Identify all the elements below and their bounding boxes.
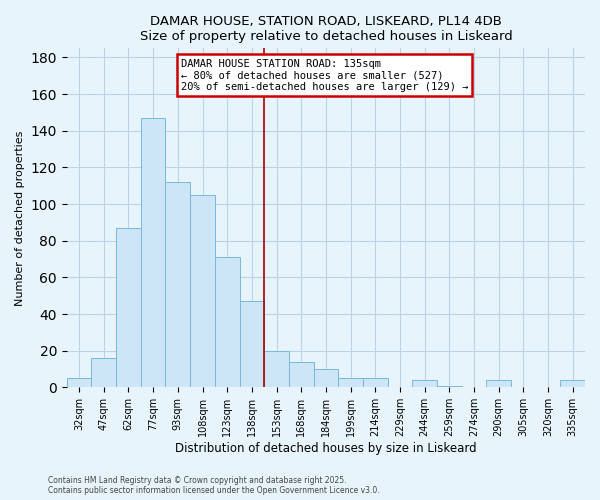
Bar	[239, 301, 264, 388]
Bar	[166, 182, 190, 388]
Bar	[91, 358, 116, 388]
Bar	[363, 378, 388, 388]
Bar	[412, 380, 437, 388]
Bar	[215, 257, 239, 388]
Bar	[289, 362, 314, 388]
Text: DAMAR HOUSE STATION ROAD: 135sqm
← 80% of detached houses are smaller (527)
20% : DAMAR HOUSE STATION ROAD: 135sqm ← 80% o…	[181, 58, 468, 92]
Bar	[67, 378, 91, 388]
Bar	[314, 369, 338, 388]
Bar	[264, 350, 289, 388]
Bar	[116, 228, 141, 388]
Bar	[560, 380, 585, 388]
Y-axis label: Number of detached properties: Number of detached properties	[15, 130, 25, 306]
Bar	[338, 378, 363, 388]
Text: Contains HM Land Registry data © Crown copyright and database right 2025.
Contai: Contains HM Land Registry data © Crown c…	[48, 476, 380, 495]
Bar	[437, 386, 461, 388]
Title: DAMAR HOUSE, STATION ROAD, LISKEARD, PL14 4DB
Size of property relative to detac: DAMAR HOUSE, STATION ROAD, LISKEARD, PL1…	[140, 15, 512, 43]
Bar	[486, 380, 511, 388]
Bar	[141, 118, 166, 388]
X-axis label: Distribution of detached houses by size in Liskeard: Distribution of detached houses by size …	[175, 442, 477, 455]
Bar	[190, 195, 215, 388]
